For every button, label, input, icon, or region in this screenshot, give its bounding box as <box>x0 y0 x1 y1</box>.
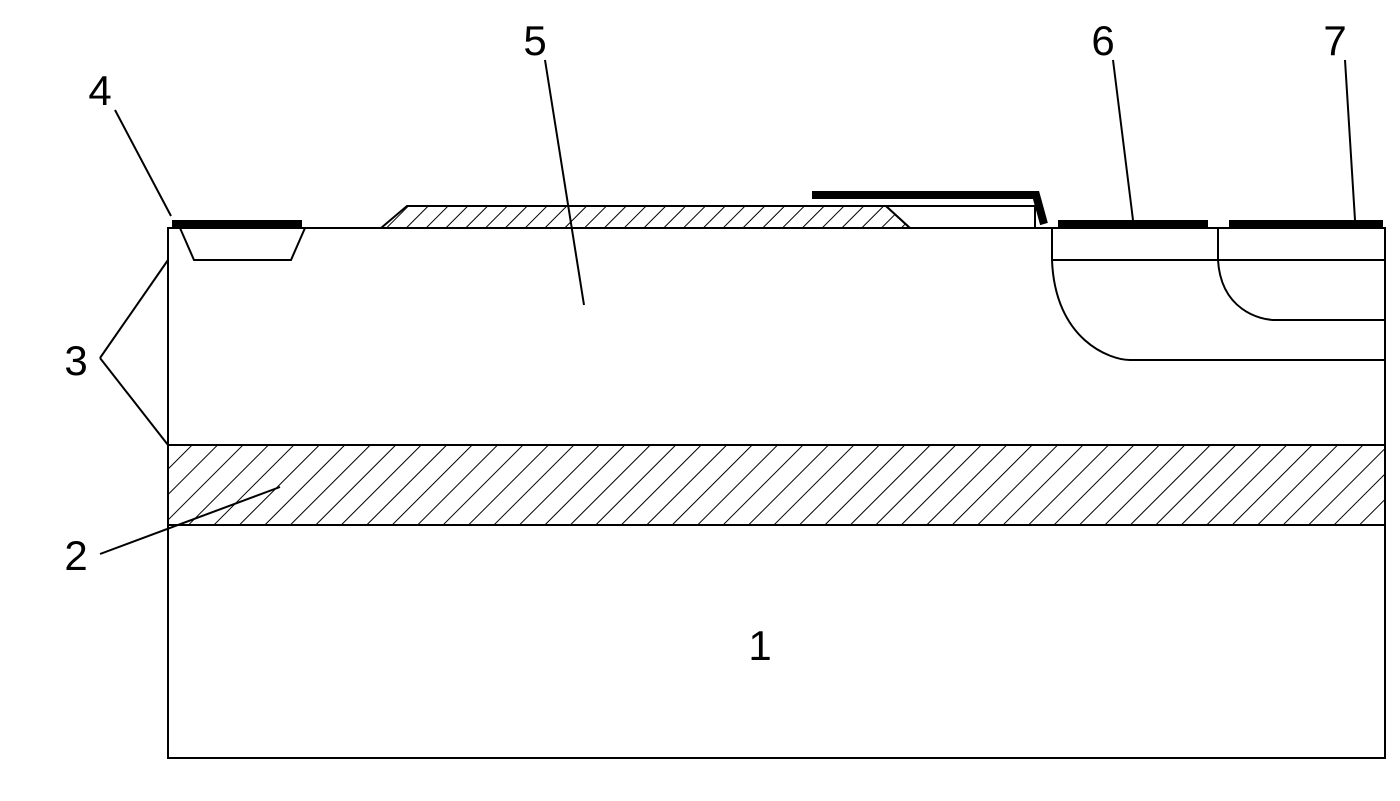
lbl-6: 6 <box>1091 17 1114 64</box>
ld-5 <box>545 60 584 305</box>
left-contact-recess <box>180 228 305 260</box>
lbl-3: 3 <box>64 337 87 384</box>
lbl-7: 7 <box>1323 17 1346 64</box>
ld-3b <box>100 358 168 445</box>
lbl-2: 2 <box>64 532 87 579</box>
lbl-5: 5 <box>523 17 546 64</box>
ld-3a <box>100 260 168 358</box>
lbl-1: 1 <box>748 622 771 669</box>
gate-extension <box>886 206 1035 228</box>
lbl-4: 4 <box>88 67 111 114</box>
ld-7 <box>1345 60 1355 220</box>
ld-4 <box>115 110 171 216</box>
well-inner <box>1218 260 1385 320</box>
well-outer <box>1052 260 1385 360</box>
buried-layer <box>168 445 1385 525</box>
gate-oxide <box>381 206 910 228</box>
ld-6 <box>1113 60 1133 220</box>
